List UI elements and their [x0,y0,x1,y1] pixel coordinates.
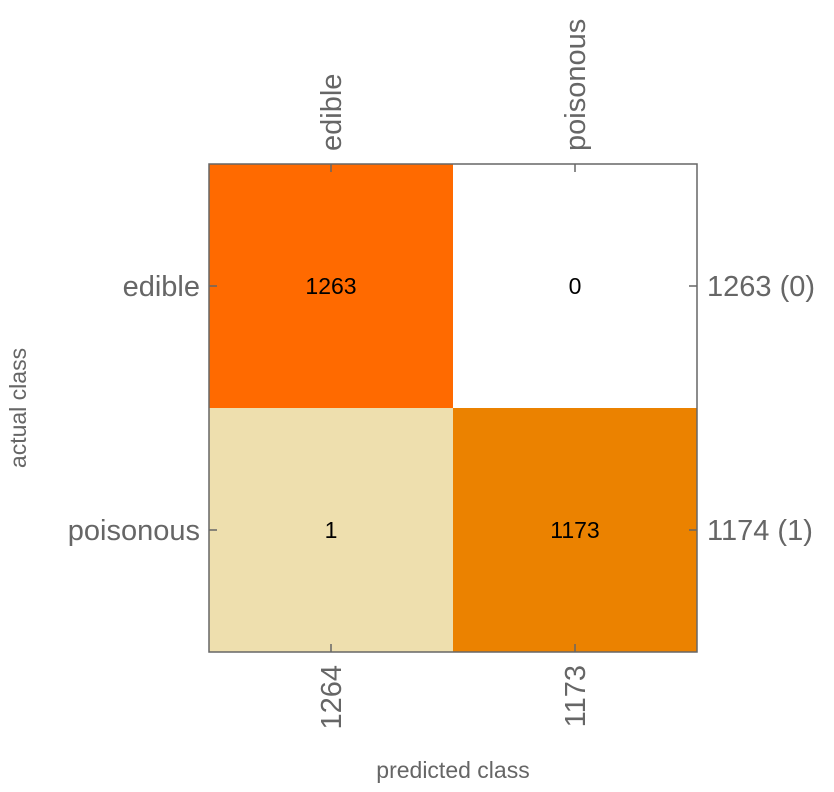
column-total-label: 1173 [560,665,592,727]
matrix-cell [209,164,453,408]
cell-value: 1263 [305,273,356,299]
matrix-cells: 1263 0 1 1173 [209,164,697,652]
x-axis-label: predicted class [376,757,529,783]
matrix-cell [209,408,453,652]
matrix-cell [453,164,697,408]
cell-value: 1 [325,517,338,543]
cell-value: 0 [569,273,582,299]
top-class-label: poisonous [560,19,592,151]
cell-value: 1173 [550,517,599,543]
matrix-cell [453,408,697,652]
tick-marks [209,164,697,652]
row-total-label: 1174 (1) [707,515,813,547]
left-class-label: poisonous [68,515,200,547]
left-class-label: edible [123,271,200,303]
row-total-label: 1263 (0) [707,271,815,303]
y-axis-label: actual class [5,348,31,468]
top-class-label: edible [316,74,348,151]
column-total-label: 1264 [316,665,348,730]
matrix-frame [208,163,698,653]
